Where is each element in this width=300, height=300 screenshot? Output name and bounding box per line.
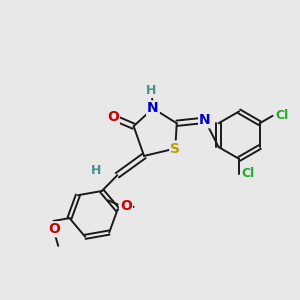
Text: H: H — [146, 84, 157, 97]
Text: O: O — [49, 222, 61, 236]
Text: N: N — [199, 113, 211, 127]
Text: N: N — [147, 101, 159, 116]
Text: Cl: Cl — [242, 167, 255, 180]
Text: O: O — [120, 199, 132, 213]
Text: H: H — [91, 164, 102, 177]
Text: O: O — [107, 110, 119, 124]
Text: S: S — [170, 142, 180, 155]
Text: Cl: Cl — [275, 109, 288, 122]
